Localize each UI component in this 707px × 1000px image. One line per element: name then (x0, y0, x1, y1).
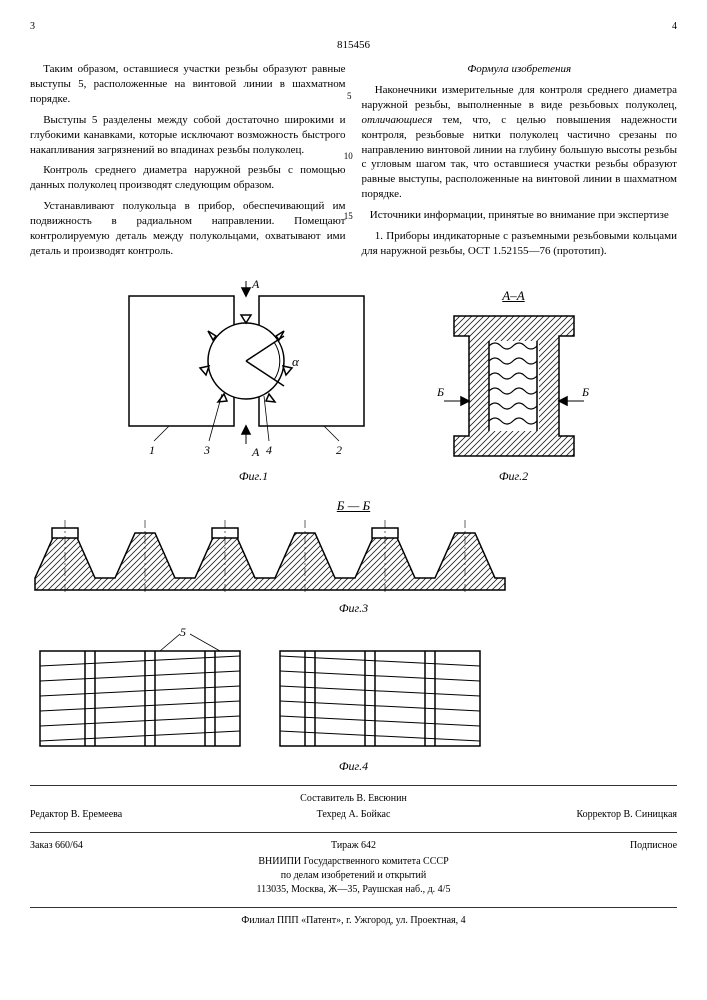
divider-3 (30, 907, 677, 908)
page-numbers: 3 4 (30, 20, 677, 34)
fig2-caption: Фиг.2 (434, 468, 594, 484)
editor: Редактор В. Еремеева (30, 808, 246, 822)
org2: по делам изобретений и открытий (30, 869, 677, 883)
page-left: 3 (30, 20, 35, 34)
sources-heading: Источники информации, принятые во вниман… (362, 208, 678, 223)
divider-2 (30, 832, 677, 833)
techred: Техред А. Бойкас (246, 808, 462, 822)
figures-area: А А α 1 3 4 2 Фиг.1 А–А (30, 276, 677, 774)
fig2-B-right: Б (581, 385, 589, 399)
footer: Составитель В. Евсюнин Редактор В. Ереме… (30, 792, 677, 928)
fig1-section-A-top: А (251, 277, 260, 291)
left-p4: Устанавливают полукольца в прибор, обесп… (30, 199, 346, 258)
subscribed: Подписное (461, 839, 677, 853)
fig1-ref-3: 3 (203, 443, 210, 457)
fig4-svg: 5 (30, 626, 490, 756)
left-column: Таким образом, оставшиеся участки резьбы… (30, 62, 346, 264)
fig1-section-A-bottom: А (251, 445, 260, 459)
fig4-caption: Фиг.4 (30, 758, 677, 774)
fig1-ref-4: 4 (266, 443, 272, 457)
fig1-alpha: α (292, 354, 300, 369)
fig3-caption: Фиг.3 (30, 600, 677, 616)
tirage: Тираж 642 (246, 839, 462, 853)
line-num-15: 15 (344, 210, 353, 222)
fig1-caption: Фиг.1 (114, 468, 394, 484)
footer-row-staff: Редактор В. Еремеева Техред А. Бойкас Ко… (30, 808, 677, 822)
fig2-B-left: Б (436, 385, 444, 399)
fig-row-1: А А α 1 3 4 2 Фиг.1 А–А (30, 276, 677, 484)
fig2-section-label: А–А (434, 287, 594, 305)
fig4-ref-5: 5 (180, 626, 186, 639)
right-column: Формула изобретения Наконечники измерите… (362, 62, 678, 264)
source-1: 1. Приборы индикаторные с разъемными рез… (362, 229, 678, 259)
fig1-svg: А А α 1 3 4 2 (114, 276, 394, 466)
right-p1: Наконечники измерительные для контроля с… (362, 83, 678, 202)
divider-1 (30, 785, 677, 786)
order: Заказ 660/64 (30, 839, 246, 853)
line-num-5: 5 (347, 90, 352, 102)
left-p3: Контроль среднего диаметра наружной резь… (30, 163, 346, 193)
fig4-container: 5 Фиг.4 (30, 626, 677, 774)
fig1-container: А А α 1 3 4 2 Фиг.1 (114, 276, 394, 484)
fig3-section-label: Б — Б (30, 497, 677, 515)
claim-heading: Формула изобретения (362, 62, 678, 77)
left-p1: Таким образом, оставшиеся участки резьбы… (30, 62, 346, 107)
fig1-ref-1: 1 (149, 443, 155, 457)
footer-row-order: Заказ 660/64 Тираж 642 Подписное (30, 839, 677, 853)
line-num-10: 10 (344, 150, 353, 162)
fig2-svg: Б Б (434, 306, 594, 466)
compiler: Составитель В. Евсюнин (30, 792, 677, 806)
addr2: Филиал ППП «Патент», г. Ужгород, ул. Про… (30, 914, 677, 928)
org1: ВНИИПИ Государственного комитета СССР (30, 855, 677, 869)
document-number: 815456 (30, 38, 677, 53)
left-p2: Выступы 5 разделены между собой достаточ… (30, 113, 346, 158)
text-columns: Таким образом, оставшиеся участки резьбы… (30, 62, 677, 264)
addr1: 113035, Москва, Ж—35, Раушская наб., д. … (30, 883, 677, 897)
fig2-container: А–А (434, 287, 594, 485)
fig1-ref-2: 2 (336, 443, 342, 457)
fig3-container: Фиг.3 (30, 518, 677, 616)
corrector: Корректор В. Синицкая (461, 808, 677, 822)
page-right: 4 (672, 20, 677, 34)
fig3-svg (30, 518, 510, 598)
